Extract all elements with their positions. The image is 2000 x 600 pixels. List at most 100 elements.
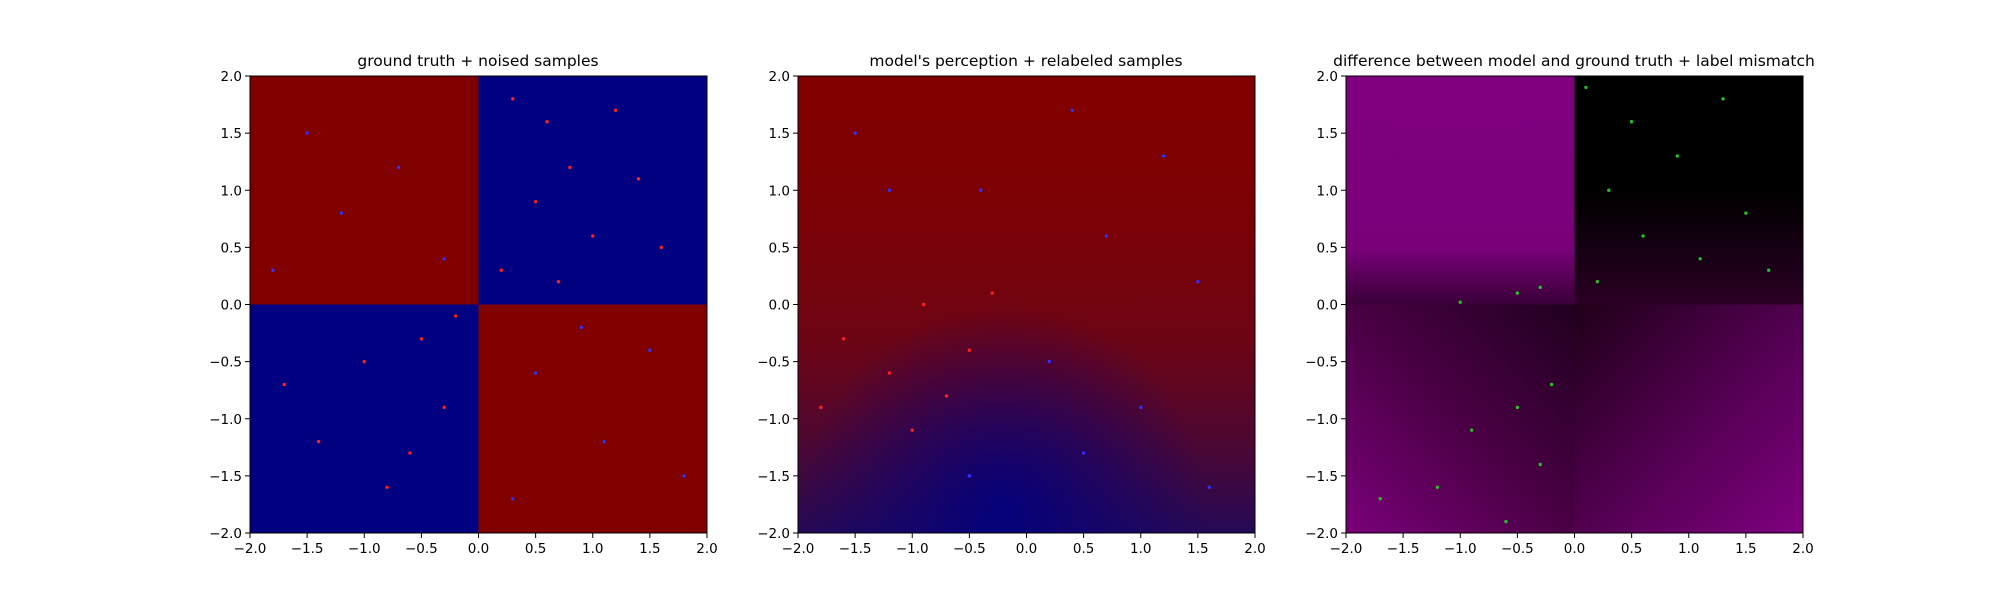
data-point: [511, 97, 515, 101]
panel-1-points: [271, 97, 686, 501]
bg-bottom-left: [1346, 304, 1575, 533]
x-tick-label: 0.0: [1016, 541, 1037, 557]
y-tick-label: −1.5: [757, 469, 790, 485]
bg-gradient-blue: [798, 76, 1255, 533]
panel-3-axes: −2.0−2.0 −1.5 −1.5 −1.0 −1.0 −0.5 −0.5 0.0 0.0 0.…: [1305, 69, 1814, 557]
data-point: [1207, 485, 1212, 489]
data-point: [305, 131, 309, 135]
y-tick-label: 0.0: [1317, 298, 1338, 314]
x-tick-label: −1.0: [348, 541, 381, 557]
data-point: [1515, 291, 1520, 295]
data-point: [979, 188, 983, 192]
y-tick-label: 0.0: [221, 298, 242, 314]
x-tick-label: 0.5: [1073, 541, 1094, 557]
data-point: [1744, 211, 1748, 215]
y-tick-label: 0.5: [769, 240, 790, 256]
y-tick-label: 0.5: [221, 240, 242, 256]
data-point: [1139, 405, 1143, 410]
y-tick-label: −0.5: [1305, 355, 1338, 371]
data-point: [419, 337, 424, 341]
y-tick-label: −1.0: [757, 412, 790, 428]
panel-2-title: model's perception + relabeled samples: [869, 52, 1182, 70]
data-point: [533, 199, 538, 204]
bg-bottom-left: [250, 304, 479, 533]
data-point: [453, 314, 458, 318]
x-tick-label: 0.0: [1564, 541, 1585, 557]
data-point: [1629, 120, 1634, 124]
data-point: [1549, 382, 1554, 387]
data-point: [271, 268, 275, 272]
panel-2-points: [819, 108, 1212, 489]
panel-1-axes: −2.0−2.0 −1.5 −1.5 −1.0 −1.0 −0.5 −0.5 0.0 0.0 0.…: [209, 69, 718, 557]
data-point: [613, 108, 618, 112]
data-point: [1698, 257, 1702, 261]
x-tick-label: −2.0: [782, 541, 815, 557]
x-tick-label: −1.0: [896, 541, 929, 557]
data-point: [967, 348, 972, 352]
x-tick-label: −1.0: [1444, 541, 1477, 557]
y-tick-label: −1.0: [209, 412, 242, 428]
data-point: [396, 165, 401, 170]
bg-bottom-right: [1574, 304, 1803, 533]
y-tick-label: 0.0: [769, 298, 790, 314]
y-tick-label: −1.0: [1305, 412, 1338, 428]
data-point: [1538, 462, 1542, 467]
x-tick-label: −1.5: [839, 541, 872, 557]
data-point: [819, 405, 823, 410]
data-point: [1104, 234, 1109, 238]
y-tick-label: 1.5: [221, 126, 242, 142]
y-tick-label: 1.0: [221, 183, 242, 199]
panel-3-title: difference between model and ground trut…: [1333, 52, 1815, 70]
data-point: [1515, 405, 1520, 410]
panel-2-background: [798, 76, 1255, 533]
data-point: [1504, 519, 1508, 524]
panel-2: model's perception + relabeled samples −…: [757, 52, 1266, 557]
data-point: [282, 382, 286, 387]
data-point: [579, 325, 584, 330]
x-tick-label: 1.0: [1678, 541, 1699, 557]
data-point: [442, 405, 446, 410]
data-point: [1469, 428, 1474, 432]
data-point: [1378, 497, 1382, 501]
data-point: [362, 359, 366, 364]
data-point: [568, 165, 572, 170]
data-point: [990, 291, 994, 295]
x-tick-label: 2.0: [1792, 541, 1813, 557]
x-tick-label: −0.5: [953, 541, 986, 557]
x-tick-label: −2.0: [1330, 541, 1363, 557]
data-point: [1538, 285, 1542, 290]
data-point: [442, 257, 446, 261]
x-tick-label: 1.5: [1735, 541, 1756, 557]
y-tick-label: 0.5: [1317, 240, 1338, 256]
data-point: [659, 245, 663, 250]
y-tick-label: −2.0: [209, 526, 242, 542]
y-tick-label: −2.0: [757, 526, 790, 542]
data-point: [499, 268, 504, 272]
data-point: [533, 371, 538, 375]
y-tick-label: −2.0: [1305, 526, 1338, 542]
bg-bottom-right: [478, 304, 707, 533]
x-tick-label: 1.0: [1130, 541, 1151, 557]
data-point: [1767, 268, 1771, 272]
data-point: [1161, 154, 1166, 158]
y-tick-label: −1.5: [1305, 469, 1338, 485]
data-point: [1641, 234, 1645, 238]
bg-top-right: [478, 76, 707, 305]
y-tick-label: 1.5: [1317, 126, 1338, 142]
data-point: [556, 279, 561, 284]
x-tick-label: 2.0: [1244, 541, 1265, 557]
x-tick-label: −2.0: [234, 541, 267, 557]
data-point: [545, 120, 549, 124]
data-point: [1584, 85, 1588, 90]
x-tick-label: 1.5: [639, 541, 660, 557]
data-point: [842, 337, 846, 341]
panel-3: difference between model and ground trut…: [1305, 52, 1815, 557]
x-tick-label: −0.5: [1501, 541, 1534, 557]
data-point: [1196, 279, 1200, 284]
data-point: [1070, 108, 1074, 112]
y-tick-label: −1.5: [209, 469, 242, 485]
bg-top-right: [1574, 76, 1803, 305]
data-point: [944, 394, 949, 398]
data-point: [967, 474, 972, 478]
